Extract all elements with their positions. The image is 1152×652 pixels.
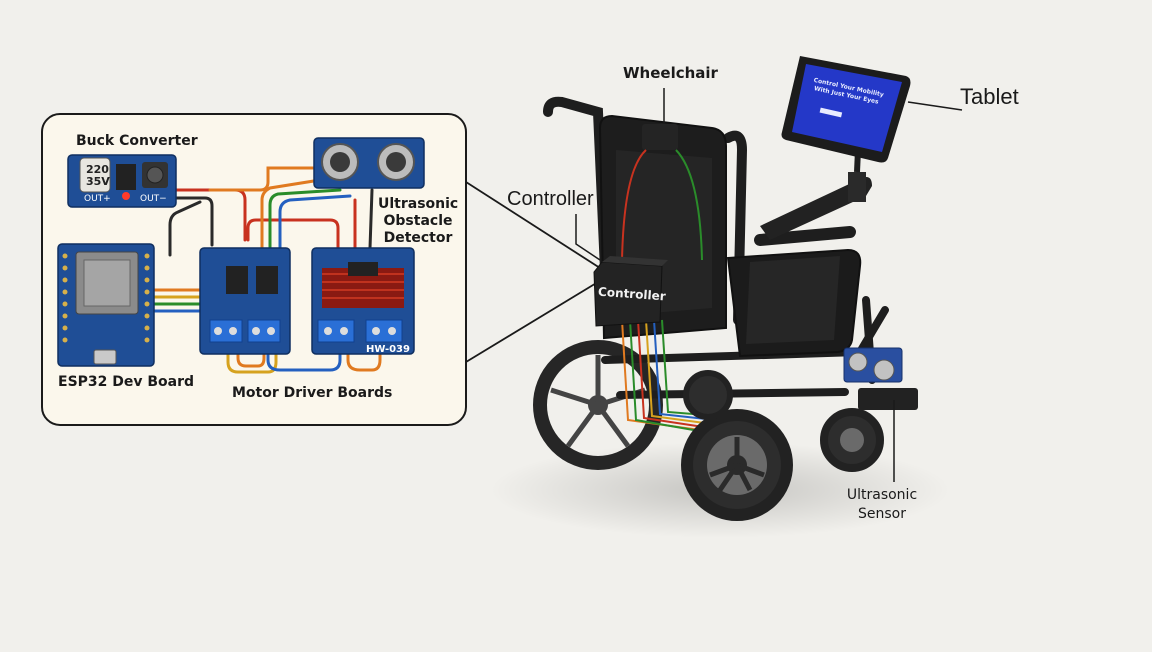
backrest-wires <box>621 149 719 433</box>
wire-black-us <box>368 188 374 250</box>
tablet-mount-joint <box>848 172 866 202</box>
wire-blue-us <box>278 194 352 250</box>
power-led <box>122 192 130 200</box>
buck-converter-label: Buck Converter <box>76 133 198 149</box>
capacitor-value-label: 220 <box>86 163 109 176</box>
tablet-screen <box>792 64 902 152</box>
armrest <box>760 177 872 240</box>
esp32-label: ESP32 Dev Board <box>58 374 195 390</box>
motor-driver-label: Motor Driver Boards <box>232 385 393 401</box>
out-plus-label: OUT+ <box>84 194 111 204</box>
terminal-block-2b <box>365 319 403 343</box>
wire-orange-us <box>260 178 322 250</box>
wire-orange-buck <box>208 166 320 192</box>
wire-orange-bottom-2 <box>346 340 382 372</box>
driver-chip-1a <box>226 266 248 294</box>
wire-red-driver <box>246 218 340 250</box>
out-minus-label: OUT− <box>140 194 167 204</box>
terminal-block-1a <box>209 319 243 343</box>
ultrasonic-detector-line2: Obstacle <box>383 213 453 229</box>
ultrasonic-sensor-line2: Sensor <box>858 506 906 522</box>
wire-black-esp <box>168 200 202 257</box>
footrest <box>858 388 918 410</box>
terminal-block-2a <box>317 319 355 343</box>
inset-ultrasonic-board <box>313 137 425 189</box>
controller-label: Controller <box>507 188 594 210</box>
tablet-leader-line <box>907 101 963 111</box>
motor-driver-board-2 <box>311 247 415 355</box>
usb-port <box>93 349 117 365</box>
ultrasonic-sensor-label: Ultrasonic Sensor <box>836 486 928 524</box>
capacitor-voltage-label: 35V <box>86 175 110 188</box>
terminal-block-1b <box>247 319 281 343</box>
rear-small-wheel <box>683 370 733 420</box>
ultrasonic-detector-label: Ultrasonic Obstacle Detector <box>378 196 458 247</box>
rear-wheel <box>533 340 663 470</box>
wire-black-gnd <box>174 196 214 247</box>
front-wheel-big <box>681 409 793 521</box>
front-caster-wheel <box>820 408 884 472</box>
buck-converter-board <box>67 154 177 208</box>
esp32-pins <box>62 253 150 343</box>
zoom-line-top <box>465 181 601 269</box>
driver-chip-1b <box>256 266 278 294</box>
ultrasonic-sensor-line1: Ultrasonic <box>846 487 918 503</box>
ultrasonic-detector-line3: Detector <box>383 230 453 246</box>
esp32-shield <box>83 259 131 307</box>
controller-box <box>593 256 668 327</box>
wheelchair-illustration <box>490 56 963 538</box>
tablet-label: Tablet <box>960 84 1019 109</box>
driver-chip-2 <box>348 262 378 276</box>
capacitor <box>79 157 111 193</box>
inductor-coil <box>146 166 164 184</box>
inset-panel <box>41 113 601 426</box>
controller-leader-line <box>575 214 601 261</box>
heatsink-fins <box>322 273 404 299</box>
wire-orange-bottom <box>236 340 266 368</box>
wheelchair-label: Wheelchair <box>623 64 718 82</box>
esp32-board <box>57 243 155 367</box>
seat-cushion <box>746 256 840 344</box>
regulator-chip <box>116 164 136 190</box>
wire-green-us <box>268 188 342 250</box>
chair-ultrasonic-sensor <box>843 347 903 383</box>
ultrasonic-detector-line1: Ultrasonic <box>378 196 459 212</box>
driver-chip-label: HW-039 <box>366 344 410 355</box>
tablet-screen-button <box>819 107 843 118</box>
tablet-device <box>781 56 911 163</box>
wire-yellow-bottom <box>226 340 278 374</box>
zoom-line-bottom <box>465 281 599 363</box>
wire-blue-bottom <box>266 340 342 372</box>
head-sensor-box <box>642 124 678 150</box>
motor-driver-board-1 <box>199 247 291 355</box>
